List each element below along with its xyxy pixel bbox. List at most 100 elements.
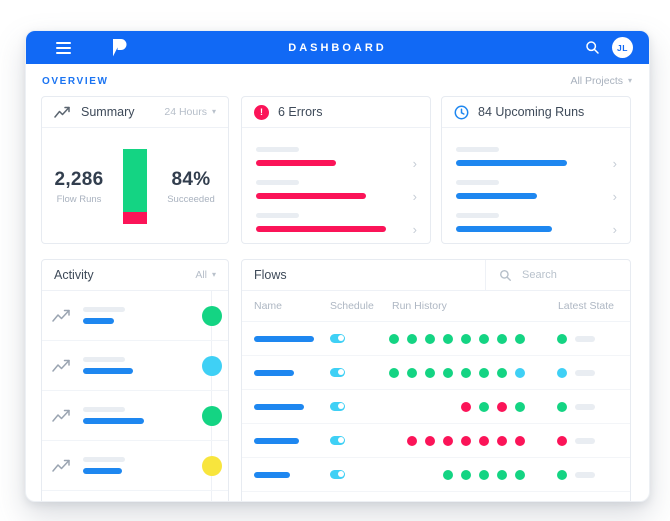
error-item[interactable]: ›	[256, 180, 417, 203]
activity-filter-label: All	[195, 269, 207, 281]
upcoming-card-header: 84 Upcoming Runs	[442, 97, 630, 128]
success-ratio-bar	[123, 148, 147, 225]
chevron-right-icon: ›	[412, 189, 417, 204]
flows-search-box[interactable]	[485, 260, 618, 290]
upcoming-list: › › ›	[442, 128, 630, 236]
run-history-dot	[443, 333, 453, 344]
chevron-right-icon: ›	[612, 222, 617, 237]
skeleton-label	[456, 147, 499, 152]
user-avatar[interactable]: JL	[612, 37, 633, 58]
flow-schedule-cell	[330, 466, 392, 484]
clock-icon	[454, 105, 469, 120]
run-history-dot	[407, 435, 417, 446]
chevron-down-icon: ▾	[627, 76, 632, 85]
activity-state-dot	[202, 405, 222, 426]
activity-filter-dropdown[interactable]: All ▾	[195, 269, 216, 281]
flows-card-header: Flows	[242, 260, 630, 291]
succeeded-segment	[123, 148, 147, 213]
latest-state-dot	[557, 435, 567, 446]
run-history-dot	[443, 469, 453, 480]
trend-icon	[52, 359, 72, 373]
activity-value-bar	[83, 468, 122, 474]
skeleton-label	[456, 213, 499, 218]
schedule-toggle[interactable]	[330, 401, 345, 411]
activity-row-bars	[83, 407, 144, 424]
run-history-cell	[389, 333, 525, 344]
flow-name-cell	[254, 471, 330, 478]
run-history-dot	[461, 401, 471, 412]
flow-name-cell	[254, 437, 330, 444]
run-history-cell	[389, 367, 525, 378]
latest-state-dot	[557, 333, 567, 344]
chevron-right-icon: ›	[612, 189, 617, 204]
flow-row[interactable]	[242, 458, 630, 492]
run-history-cell	[392, 401, 525, 412]
latest-state-cell	[525, 367, 618, 378]
error-item[interactable]: ›	[256, 213, 417, 236]
run-history-dot	[497, 333, 507, 344]
run-history-dot	[407, 333, 417, 344]
succeeded-stat: 84% Succeeded	[162, 169, 220, 205]
summary-range-dropdown[interactable]: 24 Hours ▾	[164, 106, 216, 118]
activity-rows	[42, 291, 228, 491]
flow-name-bar	[254, 437, 299, 444]
activity-row[interactable]	[42, 391, 228, 441]
latest-state-label-bar	[575, 471, 595, 478]
activity-state-dot	[202, 355, 222, 376]
flow-schedule-cell	[330, 398, 392, 416]
activity-row[interactable]	[42, 441, 228, 491]
schedule-toggle[interactable]	[330, 333, 345, 343]
run-history-dot	[443, 367, 453, 378]
run-history-dot	[479, 367, 489, 378]
activity-state-dot	[202, 455, 222, 476]
hamburger-menu-icon[interactable]	[56, 41, 71, 54]
run-history-dot	[515, 333, 525, 344]
run-history-dot	[461, 367, 471, 378]
activity-value-bar	[83, 318, 114, 324]
flow-row[interactable]	[242, 390, 630, 424]
project-filter-label: All Projects	[570, 75, 623, 87]
latest-state-dot	[557, 401, 567, 412]
flows-card-title: Flows	[254, 268, 287, 282]
error-item[interactable]: ›	[256, 147, 417, 170]
skeleton-label	[256, 180, 299, 185]
schedule-toggle[interactable]	[330, 469, 345, 479]
flow-row[interactable]	[242, 424, 630, 458]
upcoming-card-title: 84 Upcoming Runs	[478, 105, 585, 119]
skeleton-label	[83, 457, 125, 462]
flow-row[interactable]	[242, 322, 630, 356]
flow-row[interactable]	[242, 356, 630, 390]
latest-state-cell	[525, 401, 618, 412]
latest-state-dot	[557, 469, 567, 480]
upcoming-run-item[interactable]: ›	[456, 180, 617, 203]
summary-range-label: 24 Hours	[164, 106, 207, 118]
schedule-toggle[interactable]	[330, 367, 345, 377]
project-filter-dropdown[interactable]: All Projects ▾	[570, 75, 632, 87]
activity-row[interactable]	[42, 291, 228, 341]
column-header-latest-state: Latest State	[557, 300, 614, 312]
flow-runs-label: Flow Runs	[56, 193, 102, 205]
search-input[interactable]	[520, 268, 609, 282]
search-icon[interactable]	[585, 40, 600, 55]
latest-state-cell	[525, 469, 618, 480]
run-history-dot	[461, 435, 471, 446]
run-history-dot	[425, 367, 435, 378]
upcoming-run-bar	[456, 193, 537, 199]
run-history-dot	[479, 401, 489, 412]
summary-card-header: Summary 24 Hours ▾	[42, 97, 228, 128]
upcoming-run-item[interactable]: ›	[456, 147, 617, 170]
flow-name-cell	[254, 369, 330, 376]
latest-state-cell	[525, 435, 618, 446]
skeleton-label	[256, 213, 299, 218]
schedule-toggle[interactable]	[330, 435, 345, 445]
flows-table-header: Name Schedule Run History Latest State	[242, 291, 630, 322]
run-history-dot	[407, 367, 417, 378]
timeline-line	[211, 290, 212, 501]
chevron-down-icon: ▾	[211, 107, 216, 116]
error-alert-icon: !	[254, 104, 269, 120]
activity-row[interactable]	[42, 341, 228, 391]
activity-value-bar	[83, 368, 133, 374]
upcoming-run-item[interactable]: ›	[456, 213, 617, 236]
chevron-down-icon: ▾	[211, 270, 216, 279]
